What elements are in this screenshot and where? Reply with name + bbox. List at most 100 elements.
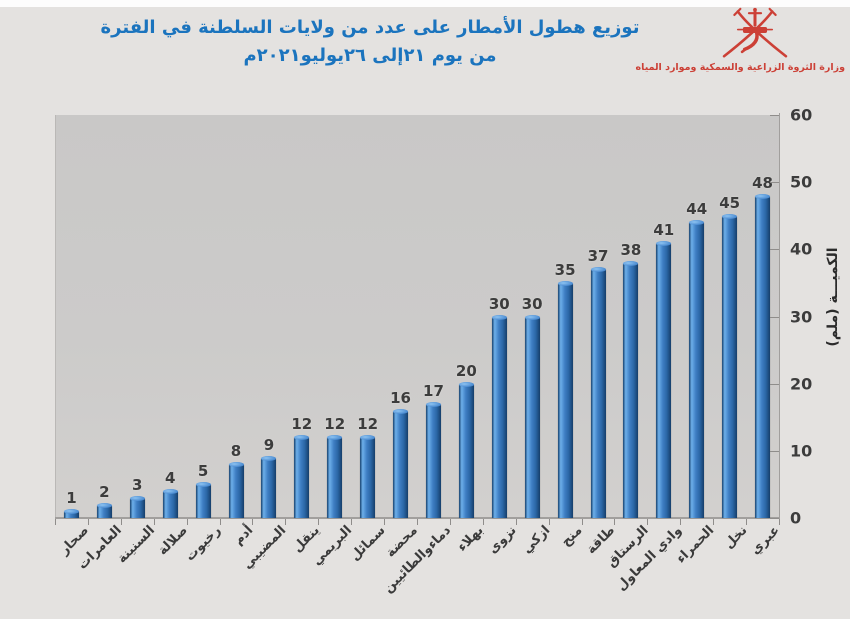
x-axis-line: [55, 517, 780, 519]
bar-value-label: 44: [686, 200, 708, 219]
x-axis-tick: [614, 519, 616, 525]
y-axis-tick-label: 30: [790, 307, 813, 326]
bar-value-label: 30: [488, 294, 510, 313]
bar-top-cap: [755, 193, 771, 199]
bar-top-cap: [327, 435, 343, 441]
x-axis-tick: [417, 519, 418, 525]
bar-top-cap: [524, 314, 540, 320]
y-axis-tick: [770, 316, 779, 318]
x-axis-tick: [713, 519, 715, 525]
bar-top-cap: [162, 489, 178, 495]
y-axis-tick: [770, 182, 779, 184]
bar: [393, 408, 409, 518]
y-axis-tick-label: 50: [790, 172, 813, 192]
bar-value-label: 9: [263, 435, 275, 454]
bar-top-cap: [228, 462, 244, 468]
bar-top-cap: [393, 408, 409, 414]
x-axis-tick: [482, 519, 484, 525]
bar-value-label: 4: [164, 469, 176, 488]
x-axis-tick: [219, 519, 221, 525]
bar-top-cap: [261, 455, 277, 461]
bar-value-label: 8: [230, 442, 242, 461]
x-axis-tick: [515, 519, 517, 525]
x-axis-tick: [120, 519, 122, 525]
bar: [425, 401, 441, 518]
bar: [458, 381, 474, 518]
x-axis-tick: [384, 519, 386, 525]
bar: [294, 435, 310, 518]
category-label: أدم: [231, 523, 257, 549]
bar-value-label: 37: [587, 247, 609, 266]
bar: [656, 240, 672, 518]
y-axis-tick-label: 60: [790, 105, 813, 125]
chart-title: توزيع هطول الأمطار على عدد من ولايات الس…: [60, 14, 680, 70]
y-axis-tick: [770, 450, 779, 452]
bar-top-cap: [458, 381, 474, 387]
bar-top-cap: [590, 267, 606, 273]
top-white-strip: [0, 0, 850, 7]
bar-value-label: 17: [423, 381, 444, 400]
bar: [722, 213, 738, 518]
bar-value-label: 12: [357, 415, 379, 434]
bar-value-label: 12: [291, 415, 313, 434]
x-axis-tick: [186, 519, 188, 525]
y-axis-tick-label: 0: [790, 508, 802, 528]
bar-top-cap: [360, 435, 376, 441]
bar: [623, 260, 639, 518]
y-axis-tick: [770, 249, 779, 251]
ministry-logo: وزارة الثروة الزراعية والسمكية وموارد ال…: [636, 6, 845, 73]
category-label: بهلاء: [455, 523, 487, 555]
category-label: نزوى: [485, 523, 520, 557]
bar-value-label: 45: [719, 193, 741, 212]
bar-value-label: 48: [752, 173, 773, 192]
bar-value-label: 2: [99, 482, 110, 501]
y-axis-title: الكميـــة (ملم): [825, 247, 841, 347]
bar-top-cap: [557, 280, 573, 286]
bar-value-label: 41: [653, 220, 675, 239]
bar: [689, 220, 705, 518]
x-axis-tick: [548, 519, 550, 525]
bar: [63, 509, 79, 518]
y-axis-line: [779, 113, 780, 519]
x-axis-tick: [87, 519, 89, 525]
bar: [162, 489, 178, 518]
bar-value-label: 16: [390, 388, 411, 407]
bar-value-label: 3: [132, 475, 143, 494]
bar: [491, 314, 507, 518]
bar-top-cap: [63, 509, 79, 515]
category-label: نخل: [721, 523, 751, 552]
plot-area: [55, 115, 780, 518]
bar: [261, 455, 277, 518]
bar: [195, 482, 211, 518]
x-axis-tick: [351, 519, 353, 525]
x-axis-tick: [647, 519, 649, 525]
bar-top-cap: [623, 260, 639, 266]
bar-top-cap: [129, 495, 145, 501]
bar-top-cap: [294, 435, 310, 441]
bar: [360, 435, 376, 518]
bar: [755, 193, 771, 518]
y-axis-tick-label: 20: [790, 374, 813, 394]
x-axis-tick: [680, 519, 682, 525]
bar-top-cap: [722, 213, 738, 219]
category-label: ازكي: [519, 523, 553, 557]
category-label: منح: [559, 523, 586, 550]
bar-value-label: 38: [620, 240, 642, 259]
bar: [590, 267, 606, 518]
x-axis-tick: [153, 519, 155, 525]
y-axis-tick: [770, 383, 779, 385]
bar: [557, 280, 573, 518]
bar: [228, 462, 244, 518]
bar-value-label: 30: [521, 294, 543, 313]
x-axis-tick: [252, 519, 254, 525]
bar-value-label: 20: [455, 361, 477, 380]
bar: [129, 495, 145, 518]
bar-value-label: 1: [66, 489, 77, 508]
bar: [327, 435, 343, 518]
bar: [96, 502, 112, 518]
bar-value-label: 35: [554, 260, 576, 279]
x-axis-tick: [318, 519, 320, 525]
bar: [524, 314, 540, 518]
bar-top-cap: [195, 482, 211, 488]
